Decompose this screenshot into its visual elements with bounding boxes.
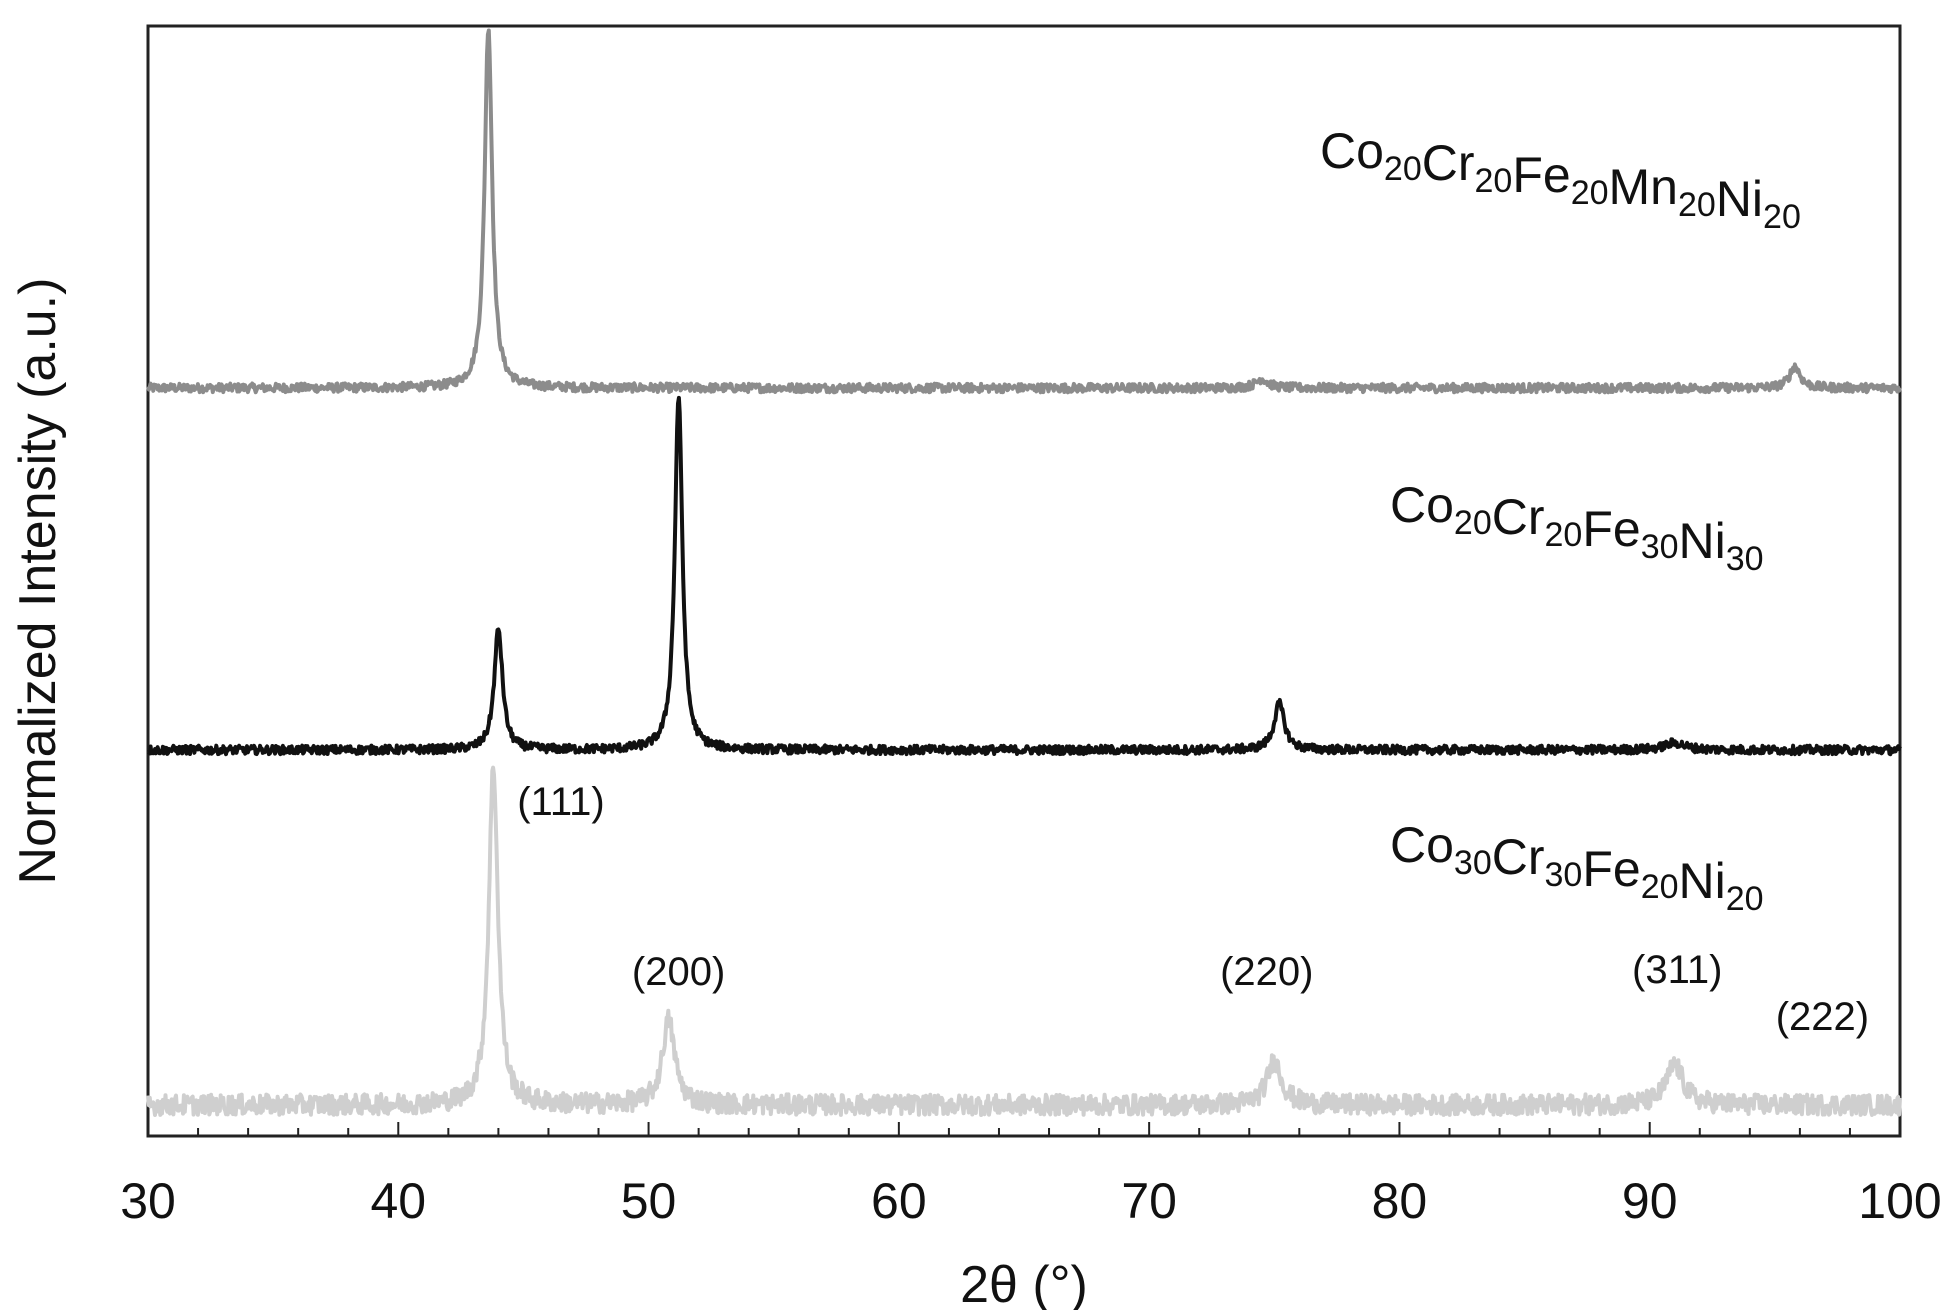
x-tick-label: 60	[871, 1173, 927, 1229]
peak-label: (111)	[517, 780, 604, 824]
x-axis-ticks: 30 40 50 60 70 80 90 100	[120, 1122, 1942, 1229]
series-labels: Co20Cr20Fe20Mn20Ni20 Co20Cr20Fe30Ni30 Co30…	[1320, 123, 1801, 918]
peak-label: (222)	[1776, 995, 1869, 1039]
x-tick-label: 100	[1858, 1173, 1941, 1229]
peak-label: (200)	[632, 950, 725, 994]
x-axis-title: 2θ (°)	[960, 1256, 1088, 1310]
series-line-3	[146, 765, 1902, 1117]
series-label-1: Co20Cr20Fe20Mn20Ni20	[1320, 123, 1801, 236]
series-label-2: Co20Cr20Fe30Ni30	[1390, 477, 1764, 578]
x-tick-label: 70	[1121, 1173, 1177, 1229]
x-tick-label: 30	[120, 1173, 176, 1229]
series-layer	[146, 28, 1902, 1117]
y-axis-title: Normalized Intensity (a.u.)	[9, 278, 67, 885]
x-tick-label: 50	[621, 1173, 677, 1229]
x-tick-label: 40	[370, 1173, 426, 1229]
series-line-2	[146, 395, 1902, 757]
x-tick-label: 90	[1622, 1173, 1678, 1229]
series-label-3: Co30Cr30Fe20Ni20	[1390, 817, 1764, 918]
peak-label: (311)	[1632, 948, 1722, 992]
plot-frame	[146, 24, 1902, 1138]
x-tick-label: 80	[1372, 1173, 1428, 1229]
peak-label: (220)	[1220, 950, 1313, 994]
peak-annotations: (111) (200) (220) (311) (222)	[517, 780, 1869, 1039]
series-line-1	[146, 28, 1902, 395]
